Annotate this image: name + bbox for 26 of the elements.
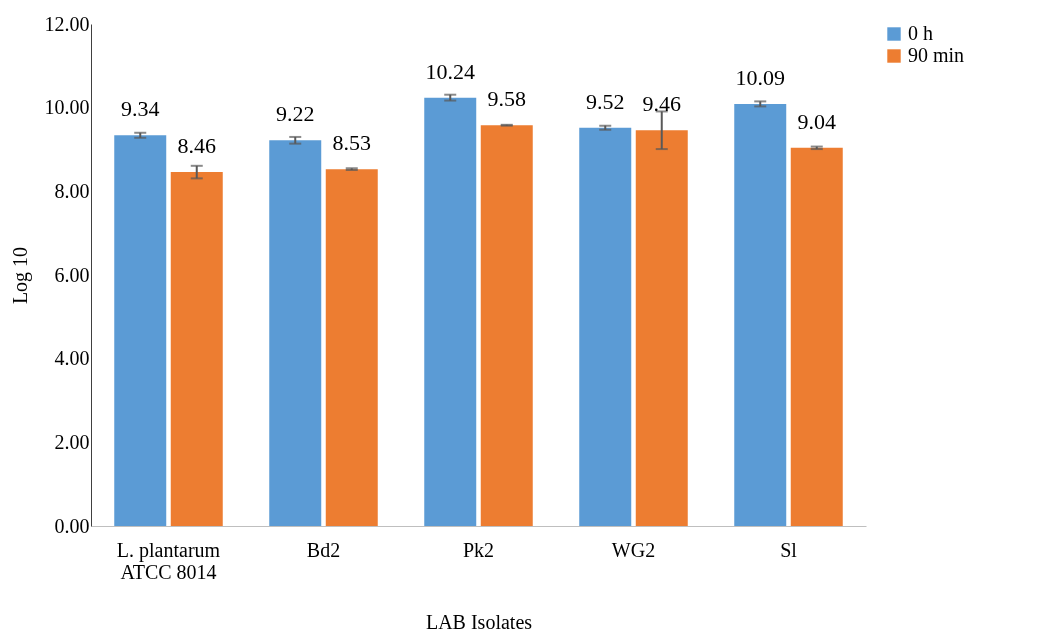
x-tick-label: L. plantarum ATCC 8014 [116,538,221,583]
y-tick-label: 4.00 [54,347,90,370]
y-tick-label: 2.00 [54,430,90,453]
data-label: 10.24 [425,58,475,84]
x-tick-label: Bd2 [306,538,341,561]
data-label: 8.46 [177,133,217,159]
legend-label: 90 min [908,44,965,66]
y-tick-label: 10.00 [44,96,90,119]
data-label: 9.22 [275,101,315,127]
x-tick-label: Pk2 [462,538,495,561]
data-label: 9.52 [585,88,625,114]
x-tick-label: Sl [780,538,798,561]
legend-label: 0 h [908,22,933,44]
data-label: 10.09 [735,64,785,90]
data-label: 9.46 [642,91,682,117]
y-tick-label: 8.00 [54,179,90,202]
y-axis-title: Log 10 [8,246,32,305]
y-tick-label: 6.00 [54,263,90,286]
y-tick-label: 12.00 [44,12,90,35]
data-label: 9.34 [120,96,160,122]
data-label: 8.53 [332,130,372,156]
x-axis-title: LAB Isolates [425,610,533,633]
data-label: 9.58 [487,86,527,112]
x-tick-label: WG2 [611,538,656,561]
y-tick-label: 0.00 [54,514,90,537]
data-label: 9.04 [797,108,837,134]
